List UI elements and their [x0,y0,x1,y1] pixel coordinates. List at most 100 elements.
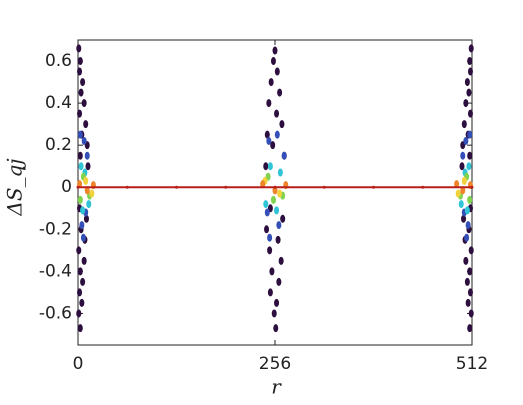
point [271,309,277,318]
point [460,186,466,195]
point [77,151,83,160]
point [459,162,465,171]
point [277,189,283,198]
point [81,136,87,145]
point [461,176,467,185]
point [322,185,326,189]
point [272,186,278,195]
y-tick-label: -0.6 [39,303,72,323]
x-tick-label: 256 [259,354,291,374]
point [274,206,280,215]
point [76,309,82,318]
point [467,324,473,333]
point [80,78,86,87]
point [78,88,84,97]
point [266,136,272,145]
point [175,185,178,189]
point [461,214,467,223]
point [372,185,375,189]
x-axis-label: r [271,375,282,399]
point [278,256,284,265]
point [267,162,273,171]
point [463,99,469,108]
y-tick-label: 0.6 [45,51,72,71]
point [84,186,90,195]
y-tick-label: -0.4 [39,261,72,281]
point [467,57,473,66]
point [279,120,285,129]
point [77,57,83,66]
point [467,109,473,118]
point [277,168,283,177]
point [266,99,272,108]
point [83,176,89,185]
point [80,233,86,242]
point [458,200,464,209]
point [465,298,471,307]
point [468,309,474,318]
point [268,78,274,87]
point [270,195,276,204]
point [467,288,473,297]
point [79,298,85,307]
point [275,235,281,244]
point [264,130,270,139]
point [77,130,83,139]
point [274,109,280,118]
point [81,256,87,265]
point [84,151,90,160]
point [274,67,280,76]
point [276,221,282,230]
point [463,136,469,145]
point [264,225,270,234]
point [464,206,470,215]
point [79,221,85,230]
y-tick-label: 0.4 [45,93,72,113]
point [467,267,473,276]
point [421,185,425,189]
y-axis-label: ΔS_qj [3,158,27,216]
point [454,180,460,189]
point [270,57,276,66]
point [76,185,80,189]
point [263,200,269,209]
point [83,120,89,129]
point [464,78,470,87]
point [273,185,277,189]
point [78,162,84,171]
point [77,267,83,276]
point [464,277,470,286]
point [463,256,469,265]
point [466,162,472,171]
point [270,141,276,150]
point [77,67,83,76]
point [269,267,275,276]
point [80,277,86,286]
point [455,189,461,198]
point [466,88,472,97]
point [467,67,473,76]
point [125,185,129,189]
point [267,246,273,255]
point [77,288,83,297]
point [76,44,82,53]
point [464,233,470,242]
point [77,195,83,204]
point [80,206,86,215]
point [470,185,474,189]
point [274,130,280,139]
point [264,208,270,217]
point [467,130,473,139]
point [465,221,471,230]
point [467,195,473,204]
point [224,185,228,189]
point [77,324,83,333]
point [81,99,87,108]
point [272,46,278,55]
point [460,151,466,160]
point [461,120,467,129]
y-tick-label: 0.2 [45,135,72,155]
point [77,109,83,118]
y-tick-label: 0 [61,177,72,197]
